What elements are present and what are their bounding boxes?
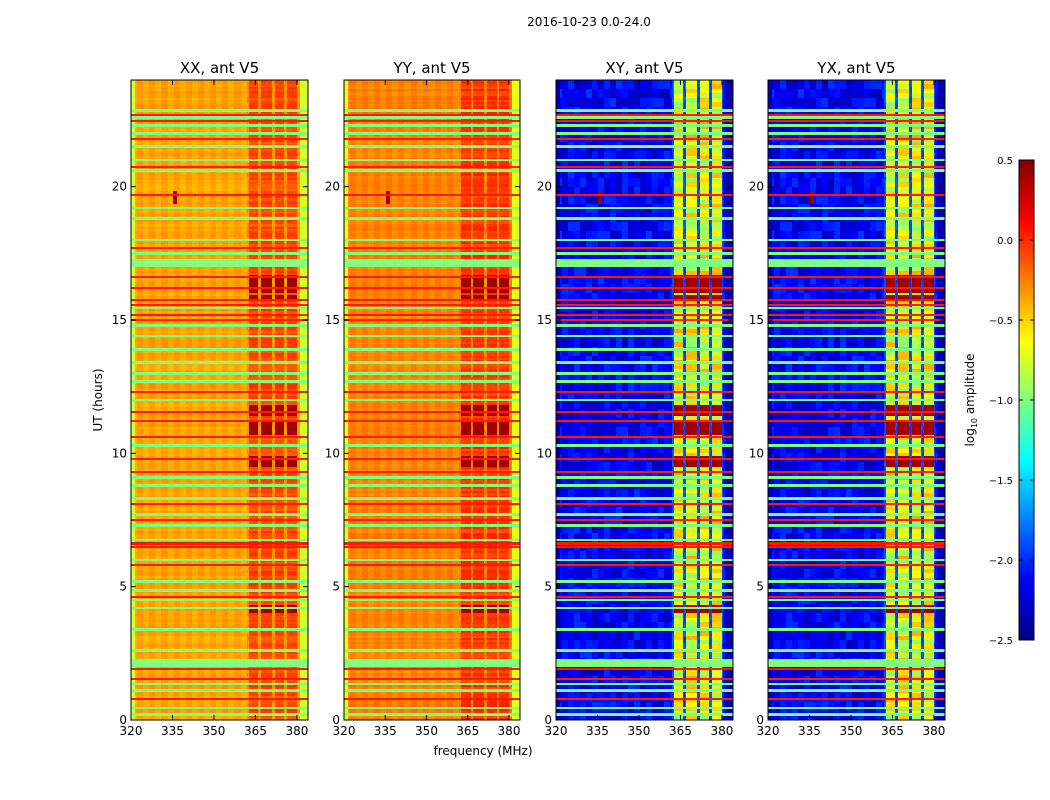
colorbar	[1019, 160, 1034, 640]
y-tick-label: 20	[325, 180, 340, 194]
y-tick-label: 10	[749, 446, 764, 460]
colorbar-tick-label: 0.5	[997, 156, 1013, 167]
figure-title: 2016-10-23 0.0-24.0	[527, 15, 651, 29]
y-tick-label: 10	[325, 446, 340, 460]
y-tick-label: 20	[749, 180, 764, 194]
y-tick-label: 0	[756, 713, 764, 727]
x-tick-label: 335	[161, 724, 184, 738]
x-tick-label: 320	[757, 724, 780, 738]
x-tick-label: 350	[203, 724, 226, 738]
heatmap-yy	[344, 80, 520, 720]
y-tick-label: 15	[749, 313, 764, 327]
x-tick-label: 320	[120, 724, 143, 738]
y-tick-label: 0	[544, 713, 552, 727]
colorbar-label: log10 amplitude	[963, 354, 979, 447]
x-tick-label: 335	[798, 724, 821, 738]
y-tick-label: 20	[537, 180, 552, 194]
heatmap-xy	[556, 80, 733, 720]
x-tick-label: 350	[840, 724, 863, 738]
x-tick-label: 380	[922, 724, 945, 738]
panel-title: YX, ant V5	[816, 59, 895, 77]
x-tick-label: 320	[333, 724, 356, 738]
x-tick-label: 365	[669, 724, 692, 738]
y-tick-label: 15	[325, 313, 340, 327]
x-tick-label: 365	[456, 724, 479, 738]
y-tick-label: 20	[112, 180, 127, 194]
y-tick-label: 15	[537, 313, 552, 327]
y-tick-label: 5	[119, 580, 127, 594]
y-tick-label: 5	[544, 580, 552, 594]
x-tick-label: 335	[586, 724, 609, 738]
colorbar-tick-label: −1.0	[989, 396, 1013, 407]
heatmap-xx	[131, 80, 308, 720]
y-tick-label: 15	[112, 313, 127, 327]
x-tick-label: 365	[244, 724, 267, 738]
y-tick-label: 0	[119, 713, 127, 727]
axes-frame	[130, 79, 309, 721]
axes-frame	[343, 79, 521, 721]
panel-title: YY, ant V5	[392, 59, 470, 77]
x-tick-label: 380	[710, 724, 733, 738]
y-tick-label: 5	[332, 580, 340, 594]
heatmap-yx	[768, 80, 945, 720]
y-tick-label: 10	[112, 446, 127, 460]
panel-title: XY, ant V5	[605, 59, 683, 77]
x-tick-label: 350	[628, 724, 651, 738]
x-tick-label: 365	[881, 724, 904, 738]
x-tick-label: 380	[285, 724, 308, 738]
colorbar-tick-label: 0.0	[997, 236, 1013, 247]
y-axis-label: UT (hours)	[91, 368, 105, 431]
x-axis-label: frequency (MHz)	[433, 744, 532, 758]
colorbar-tick-label: −2.5	[989, 636, 1013, 647]
y-tick-label: 10	[537, 446, 552, 460]
axes-frame	[767, 79, 946, 721]
colorbar-tick-label: −2.0	[989, 556, 1013, 567]
x-tick-label: 320	[545, 724, 568, 738]
x-tick-label: 380	[498, 724, 521, 738]
axes-frame	[555, 79, 734, 721]
x-tick-label: 335	[374, 724, 397, 738]
colorbar-tick-label: −1.5	[989, 476, 1013, 487]
colorbar-tick-label: −0.5	[989, 316, 1013, 327]
x-tick-label: 350	[415, 724, 438, 738]
y-tick-label: 0	[332, 713, 340, 727]
panel-title: XX, ant V5	[180, 59, 259, 77]
y-tick-label: 5	[756, 580, 764, 594]
